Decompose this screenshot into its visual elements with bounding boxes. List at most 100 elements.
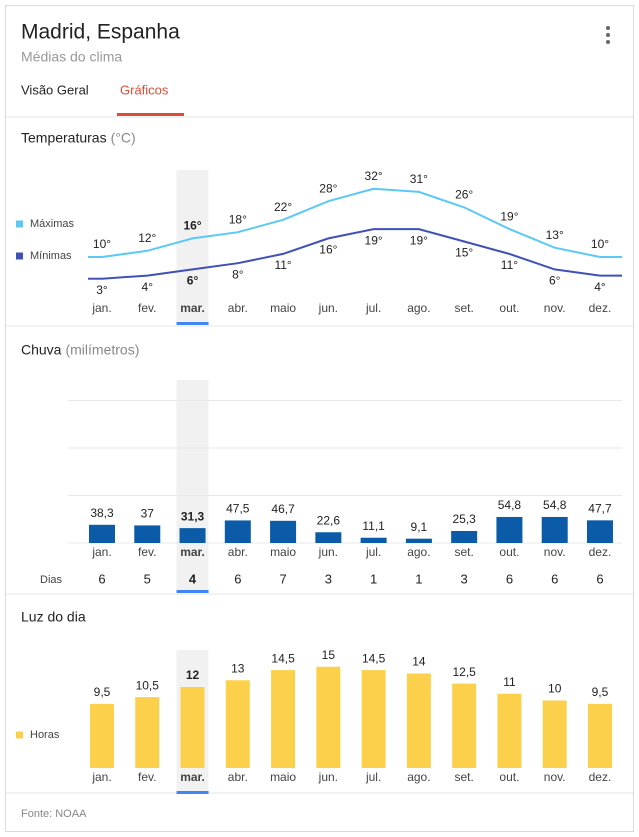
value-label: 15° bbox=[455, 246, 473, 260]
value-label: 10 bbox=[548, 682, 562, 696]
value-label: 16° bbox=[319, 243, 337, 257]
value-label: 18° bbox=[229, 212, 247, 226]
bar bbox=[542, 700, 567, 768]
days-value: 4 bbox=[189, 571, 197, 586]
value-label: 54,8 bbox=[543, 498, 567, 512]
subtitle: Médias do clima bbox=[21, 49, 122, 65]
legend-label: Mínimas bbox=[30, 250, 72, 262]
bar bbox=[224, 520, 251, 543]
tab[interactable]: Visão Geral bbox=[21, 82, 89, 97]
value-label: 19° bbox=[410, 233, 428, 247]
selected-column bbox=[176, 380, 209, 593]
x-tick-label: jun. bbox=[318, 770, 338, 784]
bar bbox=[90, 703, 114, 768]
value-label: 26° bbox=[455, 188, 473, 202]
bar bbox=[496, 516, 523, 543]
x-tick-label: jul. bbox=[365, 301, 381, 315]
x-tick-label: jan. bbox=[91, 545, 111, 559]
menu-button[interactable] bbox=[606, 26, 610, 44]
section-unit: (milímetros) bbox=[65, 342, 139, 358]
selected-underline bbox=[176, 791, 209, 794]
x-tick-label: mar. bbox=[180, 770, 205, 784]
value-label: 10° bbox=[93, 237, 111, 251]
days-value: 5 bbox=[144, 571, 151, 586]
x-tick-label: ago. bbox=[407, 770, 430, 784]
bar bbox=[406, 673, 431, 768]
x-tick-label: abr. bbox=[228, 770, 248, 784]
x-tick-label: abr. bbox=[228, 301, 248, 315]
value-label: 13 bbox=[231, 661, 245, 675]
value-label: 15 bbox=[322, 648, 336, 662]
value-label: 28° bbox=[319, 181, 337, 195]
tab-active[interactable]: Gráficos bbox=[120, 82, 169, 97]
x-tick-label: nov. bbox=[544, 545, 566, 559]
value-label: 8° bbox=[232, 267, 244, 281]
x-tick-label: jan. bbox=[91, 301, 111, 315]
days-value: 3 bbox=[461, 571, 468, 586]
legend-swatch bbox=[16, 252, 23, 260]
x-tick-label: nov. bbox=[544, 301, 566, 315]
value-label: 16° bbox=[183, 219, 201, 233]
legend-label: Máximas bbox=[30, 218, 75, 230]
bar bbox=[451, 530, 478, 543]
section-title: Temperaturas bbox=[21, 130, 107, 146]
x-tick-label: jun. bbox=[318, 301, 338, 315]
bar bbox=[270, 520, 297, 543]
value-label: 9,5 bbox=[94, 685, 111, 699]
value-label: 11° bbox=[274, 258, 291, 272]
value-label: 6° bbox=[549, 274, 561, 288]
value-label: 14,5 bbox=[271, 651, 295, 665]
x-tick-label: jul. bbox=[365, 545, 381, 559]
bar bbox=[405, 538, 432, 543]
value-label: 10,5 bbox=[136, 678, 160, 692]
bar bbox=[134, 525, 161, 543]
x-tick-label: maio bbox=[270, 301, 296, 315]
x-tick-label: abr. bbox=[228, 545, 248, 559]
bar bbox=[541, 516, 568, 543]
bar bbox=[315, 532, 342, 543]
value-label: 4° bbox=[142, 280, 154, 294]
x-tick-label: jan. bbox=[91, 770, 111, 784]
bar bbox=[586, 520, 613, 543]
value-label: 11° bbox=[501, 258, 518, 272]
value-label: 13° bbox=[546, 228, 564, 242]
legend-swatch bbox=[16, 731, 23, 739]
bar bbox=[361, 670, 386, 768]
value-label: 47,7 bbox=[588, 502, 612, 516]
x-tick-label: out. bbox=[499, 545, 519, 559]
tab-underline bbox=[117, 113, 184, 116]
x-tick-label: fev. bbox=[138, 545, 156, 559]
x-tick-label: maio bbox=[270, 545, 296, 559]
x-tick-label: ago. bbox=[407, 545, 430, 559]
x-tick-label: jul. bbox=[365, 770, 381, 784]
x-tick-label: out. bbox=[499, 301, 519, 315]
days-value: 3 bbox=[325, 571, 332, 586]
legend-swatch bbox=[16, 220, 23, 228]
x-tick-label: mar. bbox=[180, 545, 205, 559]
days-value: 6 bbox=[596, 571, 603, 586]
bar bbox=[89, 524, 115, 543]
source: Fonte: NOAA bbox=[21, 808, 87, 820]
value-label: 12° bbox=[138, 231, 156, 245]
bar bbox=[225, 680, 250, 768]
days-value: 7 bbox=[279, 571, 286, 586]
bar bbox=[497, 693, 522, 768]
value-label: 25,3 bbox=[452, 512, 476, 526]
x-tick-label: fev. bbox=[138, 301, 156, 315]
value-label: 14,5 bbox=[362, 651, 386, 665]
x-tick-label: mar. bbox=[180, 301, 205, 315]
selected-underline bbox=[176, 590, 209, 593]
x-tick-label: dez. bbox=[589, 301, 612, 315]
x-tick-label: set. bbox=[454, 770, 473, 784]
bar bbox=[452, 683, 477, 768]
value-label: 19° bbox=[365, 233, 383, 247]
x-tick-label: jun. bbox=[318, 545, 338, 559]
value-label: 31° bbox=[410, 172, 428, 186]
value-label: 38,3 bbox=[90, 506, 114, 520]
bar bbox=[180, 687, 205, 768]
value-label: 4° bbox=[594, 280, 606, 294]
value-label: 12,5 bbox=[452, 665, 476, 679]
days-value: 6 bbox=[98, 571, 105, 586]
series-line bbox=[101, 187, 601, 258]
